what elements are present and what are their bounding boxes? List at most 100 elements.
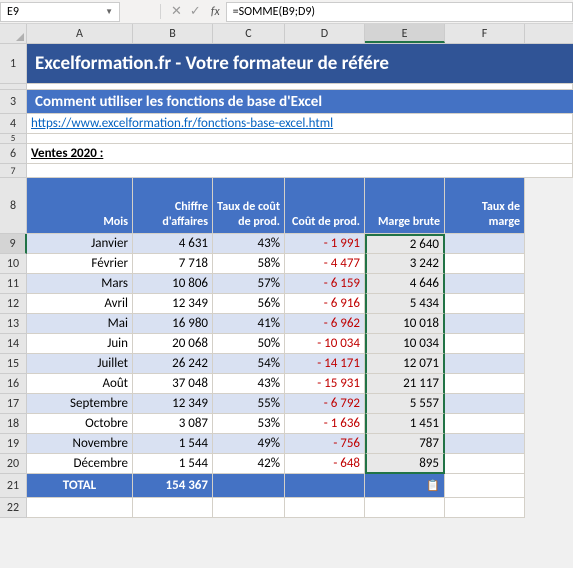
cell-cout[interactable]: - 6 792: [285, 394, 365, 414]
cell-mois[interactable]: Janvier: [27, 234, 133, 254]
cell-ca[interactable]: 4 631: [133, 234, 213, 254]
cell-mois[interactable]: Septembre: [27, 394, 133, 414]
cell-cout[interactable]: - 6 962: [285, 314, 365, 334]
cell-marge[interactable]: 3 242: [365, 254, 445, 274]
th-marge[interactable]: Marge brute: [365, 178, 445, 234]
cell-cout[interactable]: - 6 916: [285, 294, 365, 314]
cell-mois[interactable]: Août: [27, 374, 133, 394]
cell-ca[interactable]: 10 806: [133, 274, 213, 294]
cell-mois[interactable]: Octobre: [27, 414, 133, 434]
cell-taux[interactable]: 43%: [213, 374, 285, 394]
cell-marge[interactable]: 10 034: [365, 334, 445, 354]
cancel-icon[interactable]: ✕: [167, 4, 186, 19]
cell-mois[interactable]: Février: [27, 254, 133, 274]
cell-taux[interactable]: 54%: [213, 354, 285, 374]
cell-txmarge[interactable]: [445, 234, 525, 254]
cell-marge[interactable]: 2 640: [365, 234, 445, 254]
cell-22b[interactable]: [133, 498, 213, 518]
col-header-b[interactable]: B: [133, 24, 213, 43]
cell-cout[interactable]: - 1 991: [285, 234, 365, 254]
row-header-15[interactable]: 15: [0, 354, 27, 374]
cell-txmarge[interactable]: [445, 454, 525, 474]
cell-ca[interactable]: 1 544: [133, 454, 213, 474]
total-d[interactable]: [285, 474, 365, 498]
cell-cout[interactable]: - 4 477: [285, 254, 365, 274]
row-header-10[interactable]: 10: [0, 254, 27, 274]
cell-marge[interactable]: 10 018: [365, 314, 445, 334]
cell-taux[interactable]: 57%: [213, 274, 285, 294]
col-header-a[interactable]: A: [27, 24, 133, 43]
cell-marge[interactable]: 4 646: [365, 274, 445, 294]
cell-22f[interactable]: [445, 498, 525, 518]
th-cout[interactable]: Coût de prod.: [285, 178, 365, 234]
cell-22d[interactable]: [285, 498, 365, 518]
cell-ca[interactable]: 7 718: [133, 254, 213, 274]
cell-cout[interactable]: - 1 636: [285, 414, 365, 434]
row-header-19[interactable]: 19: [0, 434, 27, 454]
cell-ca[interactable]: 3 087: [133, 414, 213, 434]
row-header-11[interactable]: 11: [0, 274, 27, 294]
paste-options-icon[interactable]: [365, 474, 445, 498]
row-header-13[interactable]: 13: [0, 314, 27, 334]
row-header-18[interactable]: 18: [0, 414, 27, 434]
cell-marge[interactable]: 5 434: [365, 294, 445, 314]
accept-icon[interactable]: ✓: [186, 4, 205, 19]
cell-22e[interactable]: [365, 498, 445, 518]
cell-marge[interactable]: 787: [365, 434, 445, 454]
cell-mois[interactable]: Novembre: [27, 434, 133, 454]
row-header-5[interactable]: 5: [0, 134, 27, 144]
th-taux[interactable]: Taux de coût de prod.: [213, 178, 285, 234]
fx-icon[interactable]: fx: [205, 5, 226, 19]
cell-taux[interactable]: 49%: [213, 434, 285, 454]
link-cell[interactable]: https://www.excelformation.fr/fonctions-…: [27, 114, 573, 134]
cell-mois[interactable]: Décembre: [27, 454, 133, 474]
row-header-20[interactable]: 20: [0, 454, 27, 474]
total-c[interactable]: [213, 474, 285, 498]
cell-cout[interactable]: - 6 159: [285, 274, 365, 294]
cell-mois[interactable]: Avril: [27, 294, 133, 314]
formula-input[interactable]: =SOMME(B9;D9): [226, 2, 573, 22]
row-header-6[interactable]: 6: [0, 144, 27, 164]
cell-marge[interactable]: 1 451: [365, 414, 445, 434]
cell-txmarge[interactable]: [445, 394, 525, 414]
name-box[interactable]: E9 ▼: [0, 2, 120, 22]
cell-txmarge[interactable]: [445, 274, 525, 294]
col-header-e[interactable]: E: [365, 24, 445, 43]
row-header-1[interactable]: 1: [0, 44, 27, 84]
cell-22c[interactable]: [213, 498, 285, 518]
cell-taux[interactable]: 53%: [213, 414, 285, 434]
cell-txmarge[interactable]: [445, 334, 525, 354]
cell-ca[interactable]: 12 349: [133, 294, 213, 314]
row-header-12[interactable]: 12: [0, 294, 27, 314]
cell-22a[interactable]: [27, 498, 133, 518]
cell-mois[interactable]: Mai: [27, 314, 133, 334]
cell-taux[interactable]: 55%: [213, 394, 285, 414]
cell-mois[interactable]: Mars: [27, 274, 133, 294]
total-value[interactable]: 154 367: [133, 474, 213, 498]
cell-ca[interactable]: 1 544: [133, 434, 213, 454]
cell-mois[interactable]: Juillet: [27, 354, 133, 374]
th-txmarge[interactable]: Taux de marge: [445, 178, 525, 234]
col-header-c[interactable]: C: [213, 24, 285, 43]
cell-cout[interactable]: - 10 034: [285, 334, 365, 354]
subtitle-cell[interactable]: Comment utiliser les fonctions de base d…: [27, 90, 573, 114]
row-header-7[interactable]: 7: [0, 164, 27, 178]
cell-cout[interactable]: - 14 171: [285, 354, 365, 374]
cell-taux[interactable]: 58%: [213, 254, 285, 274]
cell-cout[interactable]: - 756: [285, 434, 365, 454]
cell-marge[interactable]: 895: [365, 454, 445, 474]
cell-taux[interactable]: 41%: [213, 314, 285, 334]
cell-mois[interactable]: Juin: [27, 334, 133, 354]
th-mois[interactable]: Mois: [27, 178, 133, 234]
row-header-3[interactable]: 3: [0, 90, 27, 114]
name-box-dropdown-icon[interactable]: ▼: [105, 7, 113, 17]
cell-taux[interactable]: 56%: [213, 294, 285, 314]
row-header-9[interactable]: 9: [0, 234, 27, 254]
cell-taux[interactable]: 42%: [213, 454, 285, 474]
row-header-17[interactable]: 17: [0, 394, 27, 414]
cell-marge[interactable]: 21 117: [365, 374, 445, 394]
col-header-d[interactable]: D: [285, 24, 365, 43]
total-label[interactable]: TOTAL: [27, 474, 133, 498]
row-header-16[interactable]: 16: [0, 374, 27, 394]
cell-taux[interactable]: 43%: [213, 234, 285, 254]
